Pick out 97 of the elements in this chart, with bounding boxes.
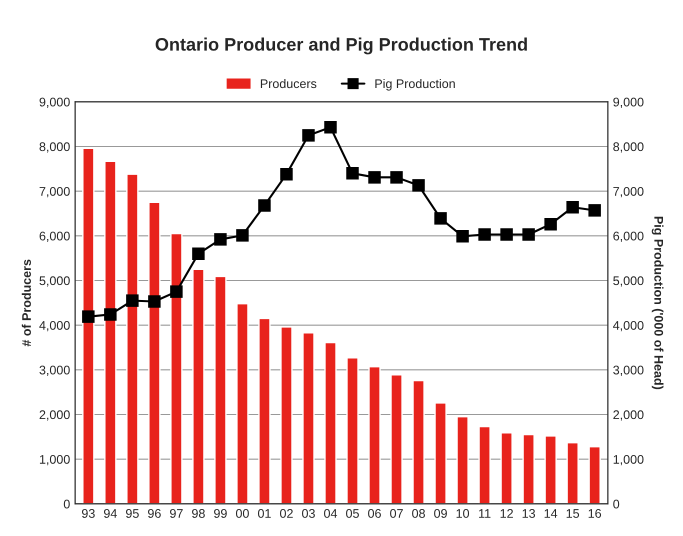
x-tick-label: 15 xyxy=(566,509,580,518)
point xyxy=(192,247,205,260)
x-tick-label: 94 xyxy=(104,509,117,518)
bar xyxy=(258,318,271,504)
bar xyxy=(104,160,117,504)
point xyxy=(434,212,447,225)
point xyxy=(280,168,293,180)
point xyxy=(126,294,139,307)
point xyxy=(346,167,359,180)
x-tick-label: 00 xyxy=(236,509,249,518)
x-tick-label: 96 xyxy=(148,509,161,518)
bar xyxy=(214,276,227,504)
point xyxy=(368,171,381,184)
y2-tick-label: 0 xyxy=(613,500,620,508)
point xyxy=(170,285,183,298)
bar xyxy=(82,148,95,504)
y2-tick-label: 2,000 xyxy=(613,410,644,421)
bar xyxy=(588,446,601,504)
point xyxy=(500,228,513,241)
point xyxy=(214,233,227,246)
point xyxy=(566,201,579,214)
x-tick-label: 09 xyxy=(434,509,447,518)
chart-title: Ontario Producer and Pig Production Trend xyxy=(156,38,527,54)
y2-tick-label: 8,000 xyxy=(613,142,644,153)
y2-tick-label: 9,000 xyxy=(613,98,644,108)
x-tick-label: 11 xyxy=(479,509,490,518)
y-tick-label: 9,000 xyxy=(40,98,70,108)
bar xyxy=(236,303,249,504)
bar xyxy=(192,268,205,504)
y-tick-label: 1,000 xyxy=(40,454,70,466)
bar xyxy=(566,442,579,504)
y2-axis-title: Pig Production ('000 of Head) xyxy=(652,216,664,390)
x-tick-label: 95 xyxy=(126,509,139,518)
point xyxy=(456,230,469,243)
x-tick-label: 02 xyxy=(280,509,293,518)
bar xyxy=(500,432,513,504)
x-tick-label: 08 xyxy=(412,509,425,518)
bar xyxy=(346,357,359,504)
x-tick-label: 16 xyxy=(588,509,602,518)
y2-tick-label: 7,000 xyxy=(613,186,644,198)
point xyxy=(522,228,535,241)
x-tick-label: 93 xyxy=(82,509,95,518)
bar xyxy=(170,232,183,504)
x-tick-label: 03 xyxy=(302,509,315,518)
point xyxy=(544,218,557,230)
x-tick-label: 07 xyxy=(390,509,403,518)
bar xyxy=(368,366,381,504)
x-tick-label: 01 xyxy=(258,509,271,518)
bar xyxy=(522,434,535,504)
x-tick-label: 14 xyxy=(544,509,558,518)
y2-tick-label: 6,000 xyxy=(613,232,644,242)
y-tick-label: 5,000 xyxy=(39,276,70,287)
point xyxy=(82,310,95,323)
bar xyxy=(544,435,557,504)
point xyxy=(148,295,161,308)
point xyxy=(258,199,271,212)
y2-tick-label: 3,000 xyxy=(613,366,644,376)
legend-label: Pig Production xyxy=(375,78,455,91)
x-tick-label: 99 xyxy=(214,509,227,518)
x-tick-label: 05 xyxy=(346,509,359,518)
bar xyxy=(280,326,293,504)
x-tick-label: 98 xyxy=(192,509,205,518)
point xyxy=(412,179,425,192)
point xyxy=(390,171,403,184)
y-tick-label: 2,000 xyxy=(40,410,70,421)
point xyxy=(324,121,337,134)
y-tick-label: 7,000 xyxy=(40,186,70,198)
bar xyxy=(324,342,337,504)
x-tick-label: 10 xyxy=(456,509,470,518)
y2-tick-label: 5,000 xyxy=(613,276,644,287)
y-axis-title: # of Producers xyxy=(22,260,31,346)
y-tick-label: 4,000 xyxy=(39,320,70,332)
y2-tick-label: 4,000 xyxy=(613,320,644,332)
x-tick-label: 12 xyxy=(500,509,513,518)
bar xyxy=(390,374,403,504)
bar xyxy=(302,332,315,504)
point xyxy=(588,204,601,217)
x-tick-label: 13 xyxy=(522,509,536,518)
bar xyxy=(412,380,425,504)
point xyxy=(478,228,491,241)
legend-label: Producers xyxy=(260,78,316,88)
bar xyxy=(434,402,447,504)
x-tick-label: 97 xyxy=(170,509,183,518)
x-tick-label: 06 xyxy=(368,509,381,518)
bar xyxy=(126,174,139,504)
point xyxy=(302,129,315,142)
bar xyxy=(456,416,469,504)
x-tick-label: 04 xyxy=(324,509,338,518)
bar xyxy=(148,202,161,504)
y-tick-label: 6,000 xyxy=(40,232,70,242)
y-tick-label: 8,000 xyxy=(40,142,70,153)
bar xyxy=(478,426,491,504)
y2-tick-label: 1,000 xyxy=(614,454,644,466)
y-tick-label: 0 xyxy=(64,500,70,508)
point xyxy=(104,308,117,321)
point xyxy=(236,229,249,242)
y-tick-label: 3,000 xyxy=(39,366,70,376)
